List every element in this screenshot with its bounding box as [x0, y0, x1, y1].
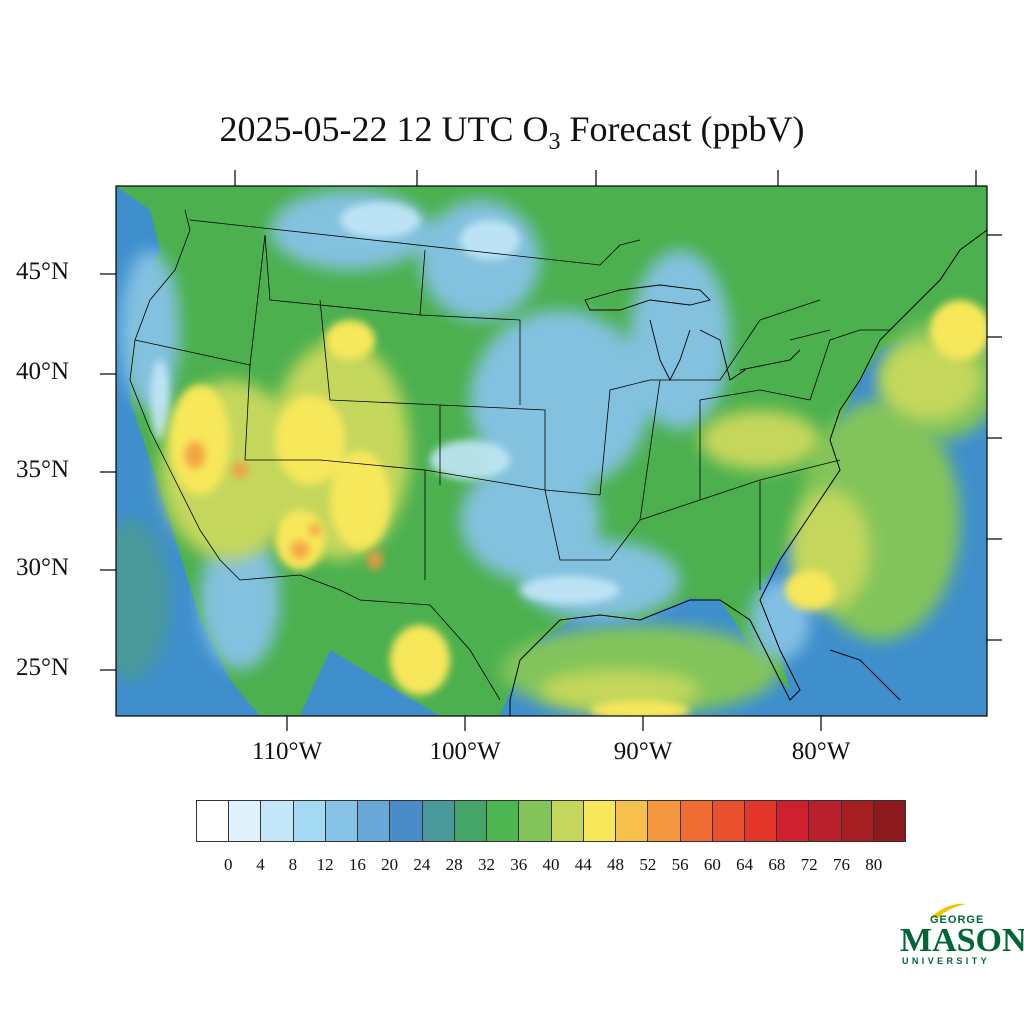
logo-flame-icon	[930, 903, 966, 918]
colorbar-tick-label: 64	[736, 855, 754, 874]
lat-label-25: 25°N	[16, 654, 70, 681]
colorbar-swatch	[680, 801, 713, 841]
lat-label-30: 30°N	[16, 554, 70, 581]
lat-label-40: 40°N	[16, 358, 70, 385]
colorbar-swatch	[454, 801, 488, 841]
colorbar-tick-label: 40	[542, 855, 560, 874]
colorbar-tick-label: 36	[510, 855, 528, 874]
gmu-logo: GEORGE MASON UNIVERSITY	[900, 900, 1024, 970]
logo-mason: MASON	[900, 922, 1024, 959]
colorbar-tick-label: 4	[256, 855, 265, 874]
colorbar-swatch	[841, 801, 874, 841]
colorbar-swatch	[293, 801, 326, 841]
colorbar	[196, 800, 906, 842]
colorbar-swatch	[809, 801, 842, 841]
lat-label-35: 35°N	[16, 456, 70, 483]
colorbar-swatch	[777, 801, 810, 841]
colorbar-tick-label: 32	[477, 855, 495, 874]
map-frame	[115, 185, 988, 717]
lon-label-100: 100°W	[429, 738, 501, 765]
colorbar-tick-label: 12	[316, 855, 334, 874]
title-subscript: 3	[548, 129, 561, 156]
colorbar-tick-label: 0	[224, 855, 233, 874]
colorbar-tick-label: 20	[381, 855, 399, 874]
colorbar-tick-label: 24	[413, 855, 431, 874]
colorbar-swatch	[744, 801, 778, 841]
lon-label-110: 110°W	[251, 738, 323, 765]
colorbar-swatch	[390, 801, 423, 841]
borders	[129, 209, 890, 701]
colorbar-swatch	[873, 801, 906, 841]
colorbar-tick-label: 68	[768, 855, 786, 874]
colorbar-swatch	[261, 801, 294, 841]
colorbar-swatch	[712, 801, 745, 841]
colorbar-tick-label: 8	[288, 855, 298, 874]
colorbar-tick-label: 48	[607, 855, 625, 874]
colorbar-tick-label: 56	[671, 855, 689, 874]
colorbar-swatch	[648, 801, 681, 841]
colorbar-tick-label: 76	[832, 855, 850, 874]
colorbar-swatch	[325, 801, 359, 841]
title-main: 2025-05-22 12 UTC O	[219, 109, 549, 149]
colorbar-tick-label: 52	[639, 855, 657, 874]
colorbar-tick-label: 72	[800, 855, 818, 874]
colorbar-tick-label: 28	[445, 855, 463, 874]
logo-george: GEORGE	[930, 914, 985, 926]
colorbar-swatch	[487, 801, 520, 841]
colorbar-swatch	[197, 801, 230, 841]
colorbar-tick-label: 16	[348, 855, 366, 874]
colorbar-swatch	[616, 801, 649, 841]
lon-label-90: 90°W	[613, 738, 673, 765]
colorbar-swatch	[583, 801, 617, 841]
title-suffix: Forecast (ppbV)	[560, 109, 805, 149]
lon-label-80: 80°W	[791, 738, 851, 765]
colorbar-swatch	[519, 801, 552, 841]
logo-university: UNIVERSITY	[902, 956, 991, 966]
colorbar-tick-label: 80	[865, 855, 883, 874]
colorbar-swatch	[551, 801, 584, 841]
colorbar-swatch	[229, 801, 262, 841]
colorbar-tick-label: 44	[574, 855, 592, 874]
lat-label-45: 45°N	[16, 258, 70, 285]
map-title: 2025-05-22 12 UTC O3 Forecast (ppbV)	[0, 108, 1024, 156]
colorbar-swatch	[422, 801, 455, 841]
colorbar-swatch	[358, 801, 391, 841]
colorbar-tick-label: 60	[703, 855, 721, 874]
